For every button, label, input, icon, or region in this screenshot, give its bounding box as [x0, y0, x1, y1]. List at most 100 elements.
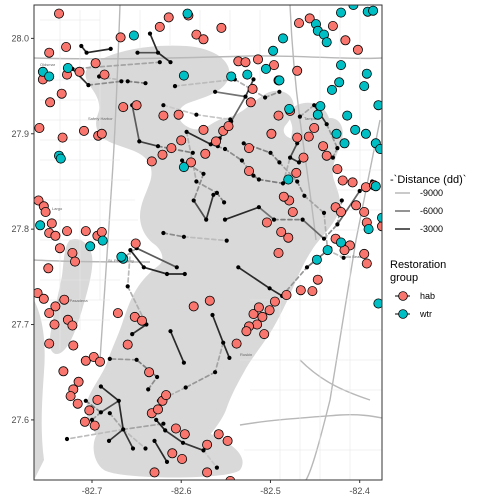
distance-segment [138, 140, 159, 148]
point-hab [80, 355, 91, 366]
point-wtr [182, 8, 193, 19]
segment-endpoint [161, 230, 166, 236]
point-wtr [97, 235, 108, 246]
segment-endpoint [180, 158, 185, 163]
point-hab [34, 123, 45, 134]
point-hab [352, 44, 363, 55]
distance-segment [126, 249, 132, 288]
distance-segment [108, 412, 125, 431]
distance-segment [162, 232, 185, 238]
segment-endpoint [213, 370, 218, 375]
segment-endpoint [304, 265, 310, 270]
distance-segment [135, 247, 178, 269]
restoration-points [34, 5, 382, 480]
point-wtr [315, 101, 326, 112]
point-hab [359, 206, 370, 217]
point-hab [161, 390, 172, 401]
segment-endpoint [201, 448, 206, 453]
segment-endpoint [222, 200, 227, 205]
distance-segment [85, 48, 112, 54]
point-hab [241, 326, 252, 337]
point-wtr [55, 153, 66, 164]
svg-text:Safety Harbor: Safety Harbor [88, 116, 113, 121]
segment-endpoint [221, 340, 226, 345]
legend-distance-label: -6000 [420, 206, 443, 216]
svg-text:Ruskin: Ruskin [240, 352, 252, 357]
segment-endpoint [302, 193, 307, 198]
point-hab [360, 182, 371, 193]
segment-endpoint [256, 177, 261, 182]
segment-endpoint [300, 217, 305, 222]
gulf-water [34, 300, 45, 480]
point-hab [210, 136, 221, 147]
point-hab [318, 141, 329, 152]
point-hab [144, 367, 155, 378]
distance-segment [296, 180, 306, 197]
point-hab [61, 42, 72, 53]
segment-endpoint [107, 356, 112, 361]
y-axis: 27.6 27.7 27.8 27.9 28.0 [11, 33, 34, 425]
point-hab [304, 13, 315, 24]
distance-segment [131, 104, 141, 143]
point-wtr [62, 63, 73, 74]
point-hab [90, 58, 101, 69]
old-tampa-bay-water [104, 64, 154, 93]
point-hab [67, 247, 78, 258]
segment-endpoint [239, 158, 244, 163]
segment-endpoint [251, 173, 256, 178]
distance-segment [185, 131, 198, 183]
point-hab [130, 238, 141, 249]
distance-segment [214, 341, 225, 374]
distance-segment [264, 90, 281, 99]
segment-endpoint [295, 179, 300, 184]
segment-endpoint [236, 265, 241, 270]
distance-segment [202, 449, 218, 469]
point-wtr [277, 33, 288, 44]
point-wtr [334, 77, 345, 88]
x-tick-label: -82.6 [171, 486, 192, 496]
distance-segment [174, 78, 236, 87]
point-hab [173, 109, 184, 120]
point-hab [245, 97, 256, 108]
segment-endpoint [241, 141, 246, 146]
point-hab [278, 191, 289, 202]
segment-endpoint [172, 84, 178, 89]
distance-segment [117, 399, 125, 431]
legend-group-label: hab [420, 291, 435, 301]
point-hab [95, 356, 106, 367]
bay-water [85, 45, 343, 461]
distance-segment [336, 190, 361, 226]
segment-endpoint [161, 421, 166, 426]
x-axis: -82.7 -82.6 -82.5 -82.4 [82, 480, 370, 496]
distance-segment [66, 428, 125, 440]
distance-segment [323, 212, 329, 251]
point-hab [307, 286, 318, 297]
point-wtr [242, 69, 253, 80]
distance-segment [131, 323, 148, 335]
distance-segment [278, 161, 299, 183]
point-wtr [311, 254, 322, 265]
point-hab [200, 148, 211, 159]
point-wtr [370, 181, 381, 192]
point-hab [253, 302, 264, 313]
point-hab [40, 206, 51, 217]
segment-endpoint [161, 103, 166, 108]
segment-endpoint [330, 155, 335, 160]
segment-endpoint [183, 385, 188, 390]
point-hab [259, 329, 270, 340]
distance-segment [155, 419, 167, 432]
point-hab [283, 232, 294, 243]
distance-segment [122, 428, 147, 450]
segment-endpoint [251, 77, 256, 82]
legend-distance: -`Distance (dd)` -9000 -6000 -3000 [390, 174, 466, 234]
segment-endpoint [201, 171, 206, 176]
segment-endpoint [164, 459, 170, 464]
x-tick-label: -82.7 [82, 486, 103, 496]
segment-endpoint [168, 60, 173, 65]
segment-endpoint [146, 387, 151, 392]
legend-group-title-line-2: group [390, 272, 418, 284]
distance-segment [164, 429, 184, 444]
distance-segment [157, 51, 172, 64]
legend-group-item: hab [395, 291, 435, 301]
point-hab [257, 311, 268, 322]
